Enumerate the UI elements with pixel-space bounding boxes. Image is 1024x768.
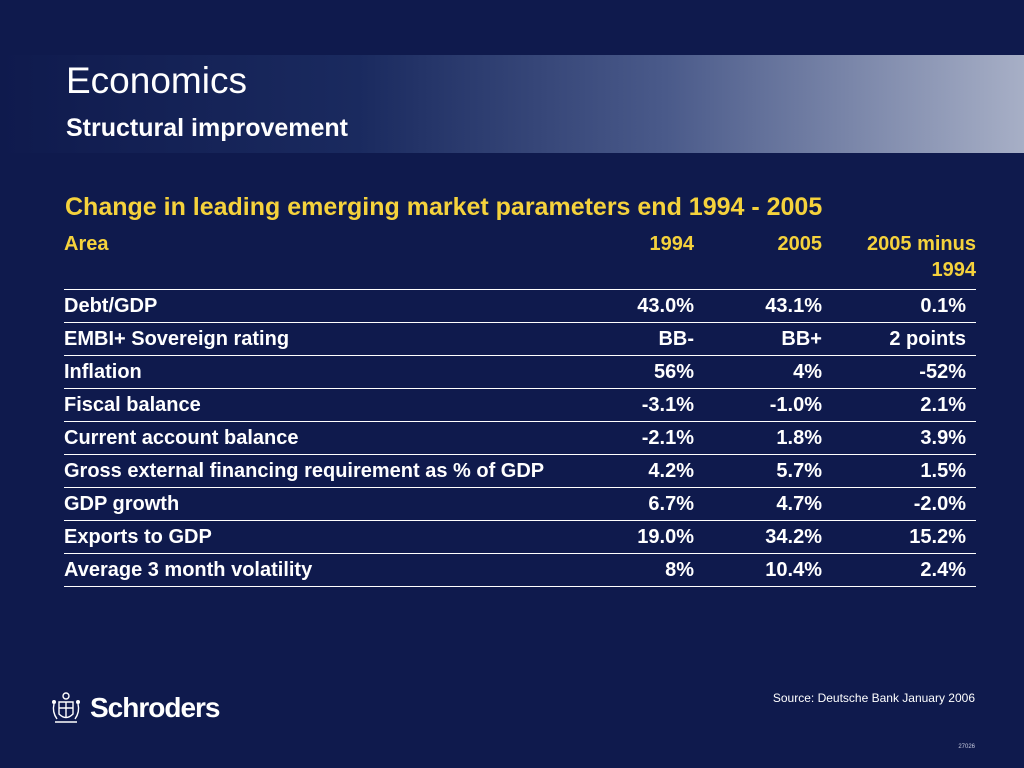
table-row: GDP growth 6.7% 4.7% -2.0% <box>64 487 976 521</box>
table-row: Average 3 month volatility 8% 10.4% 2.4% <box>64 553 976 587</box>
column-header-1994: 1994 <box>594 228 700 290</box>
title-band <box>0 55 1024 153</box>
table-row: Gross external financing requirement as … <box>64 454 976 488</box>
column-header-difference: 2005 minus 1994 <box>830 228 976 290</box>
cell-area: Current account balance <box>64 421 594 455</box>
column-header-2005: 2005 <box>700 228 830 290</box>
cell-2005: 10.4% <box>700 553 830 587</box>
data-table: Area 1994 2005 2005 minus 1994 Debt/GDP … <box>64 228 976 587</box>
cell-area: GDP growth <box>64 487 594 521</box>
schroders-logo: Schroders <box>50 690 220 726</box>
table-row: Fiscal balance -3.1% -1.0% 2.1% <box>64 388 976 422</box>
cell-area: Exports to GDP <box>64 520 594 554</box>
cell-2005: 5.7% <box>700 454 830 488</box>
schroders-crest-icon <box>52 692 80 723</box>
table-row: Current account balance -2.1% 1.8% 3.9% <box>64 421 976 455</box>
cell-area: Inflation <box>64 355 594 389</box>
cell-area: Gross external financing requirement as … <box>64 454 594 488</box>
table-row: EMBI+ Sovereign rating BB- BB+ 2 points <box>64 322 976 356</box>
cell-1994: -3.1% <box>594 388 700 422</box>
source-note: Source: Deutsche Bank January 2006 <box>772 691 975 705</box>
cell-difference: 2.4% <box>830 553 976 587</box>
cell-2005: 1.8% <box>700 421 830 455</box>
cell-1994: 19.0% <box>594 520 700 554</box>
cell-2005: 4.7% <box>700 487 830 521</box>
page-title: Economics <box>66 60 247 101</box>
cell-2005: 4% <box>700 355 830 389</box>
brand-name: Schroders <box>90 692 220 723</box>
cell-1994: 4.2% <box>594 454 700 488</box>
table-title: Change in leading emerging market parame… <box>65 193 823 221</box>
cell-difference: -52% <box>830 355 976 389</box>
cell-2005: 34.2% <box>700 520 830 554</box>
page-subtitle: Structural improvement <box>66 114 349 142</box>
cell-2005: -1.0% <box>700 388 830 422</box>
cell-area: Fiscal balance <box>64 388 594 422</box>
column-header-difference-line2: 1994 <box>931 259 977 281</box>
cell-1994: 8% <box>594 553 700 587</box>
cell-difference: 15.2% <box>830 520 976 554</box>
column-header-difference-line1: 2005 minus <box>867 233 976 255</box>
table-row: Debt/GDP 43.0% 43.1% 0.1% <box>64 289 976 323</box>
cell-1994: 56% <box>594 355 700 389</box>
cell-area: EMBI+ Sovereign rating <box>64 322 594 356</box>
table-row: Exports to GDP 19.0% 34.2% 15.2% <box>64 520 976 554</box>
cell-area: Average 3 month volatility <box>64 553 594 587</box>
cell-difference: 2.1% <box>830 388 976 422</box>
cell-difference: 3.9% <box>830 421 976 455</box>
table-header-row: Area 1994 2005 2005 minus 1994 <box>64 228 976 290</box>
document-number: 27026 <box>958 744 975 750</box>
cell-2005: 43.1% <box>700 289 830 323</box>
cell-difference: 1.5% <box>830 454 976 488</box>
cell-difference: -2.0% <box>830 487 976 521</box>
column-header-area: Area <box>64 228 594 290</box>
table-row: Inflation 56% 4% -52% <box>64 355 976 389</box>
cell-1994: BB- <box>594 322 700 356</box>
cell-1994: -2.1% <box>594 421 700 455</box>
cell-difference: 2 points <box>830 322 976 356</box>
cell-difference: 0.1% <box>830 289 976 323</box>
cell-area: Debt/GDP <box>64 289 594 323</box>
cell-2005: BB+ <box>700 322 830 356</box>
cell-1994: 6.7% <box>594 487 700 521</box>
cell-1994: 43.0% <box>594 289 700 323</box>
